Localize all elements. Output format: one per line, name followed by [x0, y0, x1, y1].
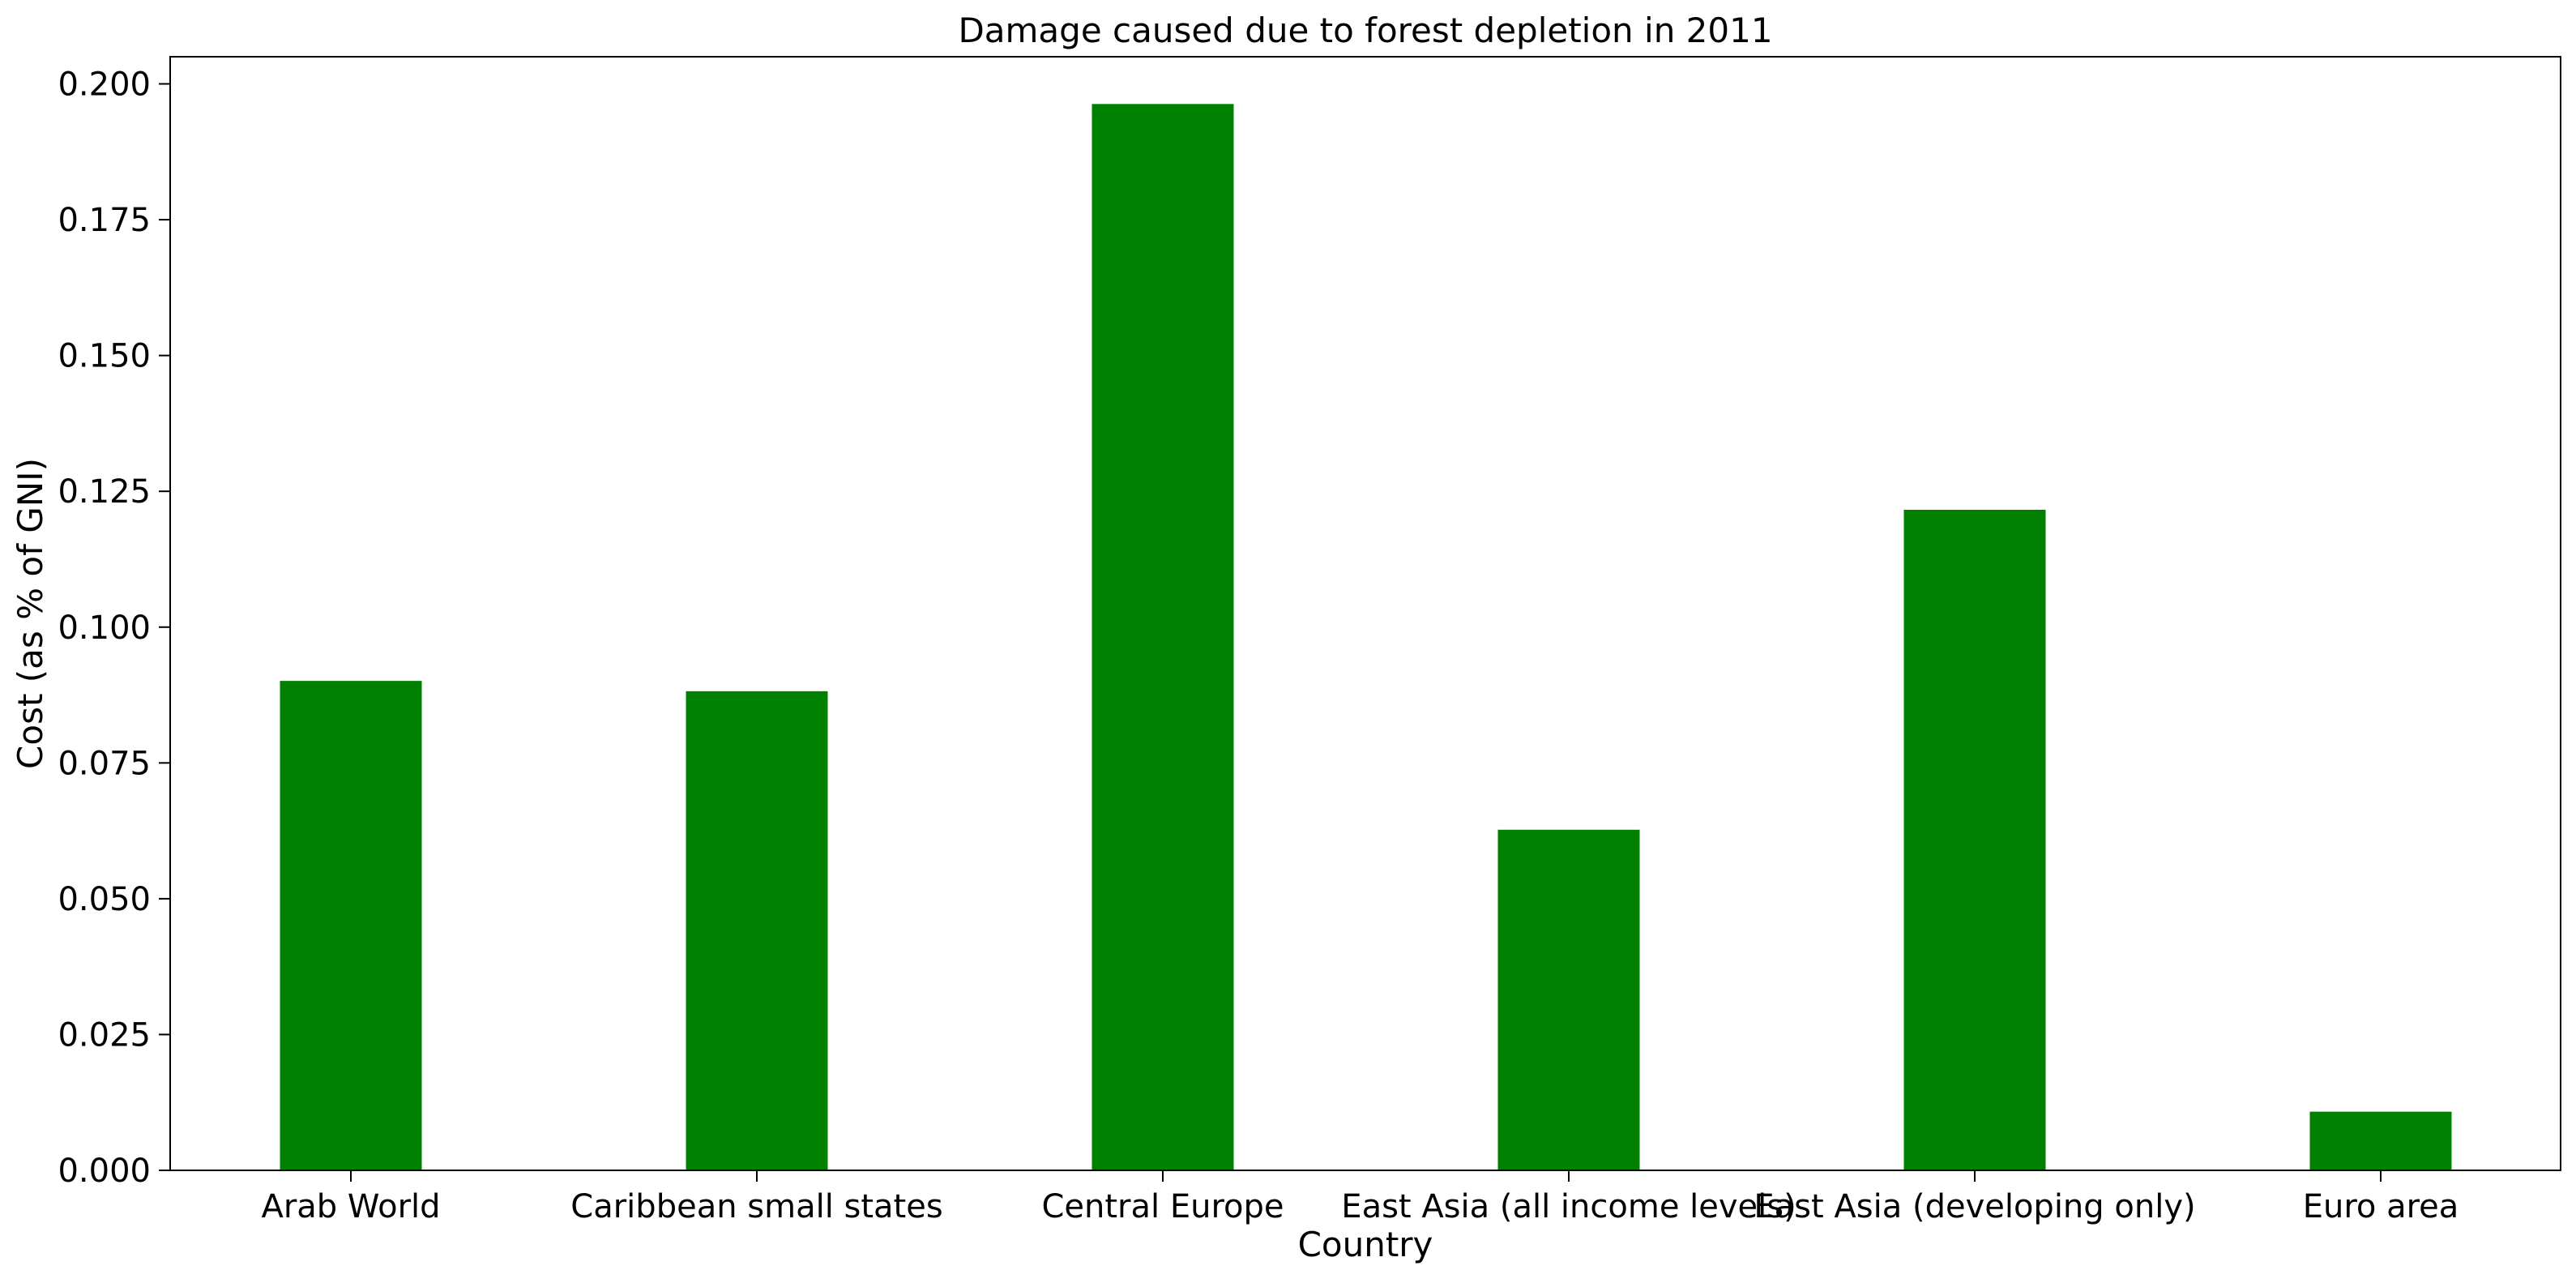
y-tick-label: 0.025 — [58, 1016, 151, 1054]
y-tick-label: 0.125 — [58, 473, 151, 511]
bar — [686, 691, 828, 1170]
x-tick-label: East Asia (developing only) — [1754, 1188, 2195, 1225]
x-axis-ticks: Arab World Caribbean small states Central … — [261, 1170, 2459, 1225]
y-tick-label: 0.100 — [58, 609, 151, 647]
x-tick-label: Caribbean small states — [570, 1188, 942, 1225]
y-tick-label: 0.075 — [58, 745, 151, 782]
x-tick-label: Arab World — [261, 1188, 440, 1225]
bar — [280, 681, 422, 1170]
x-axis-label: Country — [1298, 1225, 1433, 1264]
bars — [280, 104, 2452, 1170]
y-tick-label: 0.200 — [58, 66, 151, 104]
y-axis-ticks: 0.000 0.025 0.050 0.075 0.100 0.125 0.150 0.175… — [58, 66, 170, 1190]
x-tick-label: East Asia (all income levels) — [1341, 1188, 1796, 1225]
bar — [1091, 104, 1234, 1170]
x-tick-label: Central Europe — [1041, 1188, 1284, 1225]
bar — [2309, 1111, 2452, 1170]
y-tick-label: 0.050 — [58, 881, 151, 918]
plot-frame — [169, 56, 2561, 1171]
y-axis-label: Cost (as % of GNI) — [11, 458, 50, 769]
y-tick-label: 0.150 — [58, 338, 151, 375]
y-tick-label: 0.000 — [58, 1153, 151, 1190]
y-tick-label: 0.175 — [58, 202, 151, 239]
x-tick-label: Euro area — [2303, 1188, 2459, 1225]
bar — [1497, 829, 1640, 1170]
chart-title: Damage caused due to forest depletion in… — [958, 11, 1772, 50]
bar — [1903, 509, 2046, 1170]
